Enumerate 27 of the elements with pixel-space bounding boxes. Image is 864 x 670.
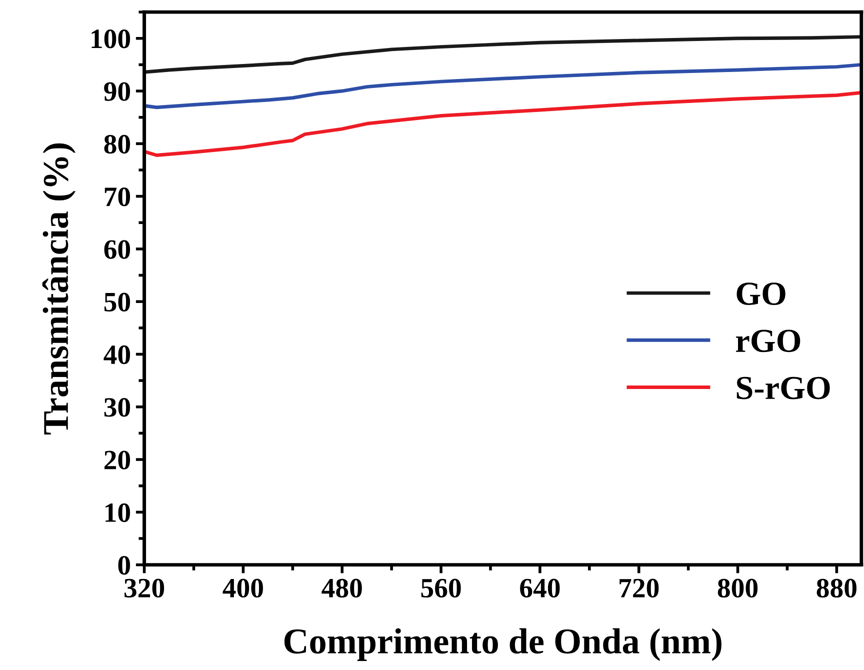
x-tick-label: 560 (421, 578, 461, 598)
legend-label: GO (736, 282, 786, 306)
x-tick-label: 640 (520, 578, 560, 598)
line-series (144, 62, 862, 110)
x-tick-label: 400 (222, 578, 263, 598)
y-tick-label: 40 (104, 345, 130, 364)
x-tick-label: 480 (322, 578, 362, 598)
x-tick-label: 880 (816, 578, 856, 598)
y-tick-label: 100 (92, 30, 130, 48)
x-tick-label: 800 (718, 578, 758, 598)
y-tick-label: 10 (106, 503, 130, 522)
legend-label: rGO (736, 330, 800, 352)
y-tick-label: 90 (104, 82, 130, 101)
x-axis-title: Comprimento de Onda (nm) (284, 628, 722, 661)
x-tick-label: 720 (620, 578, 659, 598)
legend-label: S-rGO (736, 376, 830, 400)
y-tick-label: 70 (104, 187, 130, 206)
line-series (144, 90, 862, 157)
y-tick-label: 30 (104, 398, 130, 417)
line-series (144, 35, 862, 74)
x-tick-label: 320 (124, 578, 164, 598)
y-tick-label: 50 (104, 292, 130, 312)
y-tick-label: 0 (118, 556, 130, 575)
y-tick-label: 60 (104, 240, 130, 259)
y-tick-label: 20 (104, 450, 130, 470)
y-axis-title: Transmitância (%) (42, 143, 76, 434)
y-tick-label: 80 (104, 134, 130, 154)
